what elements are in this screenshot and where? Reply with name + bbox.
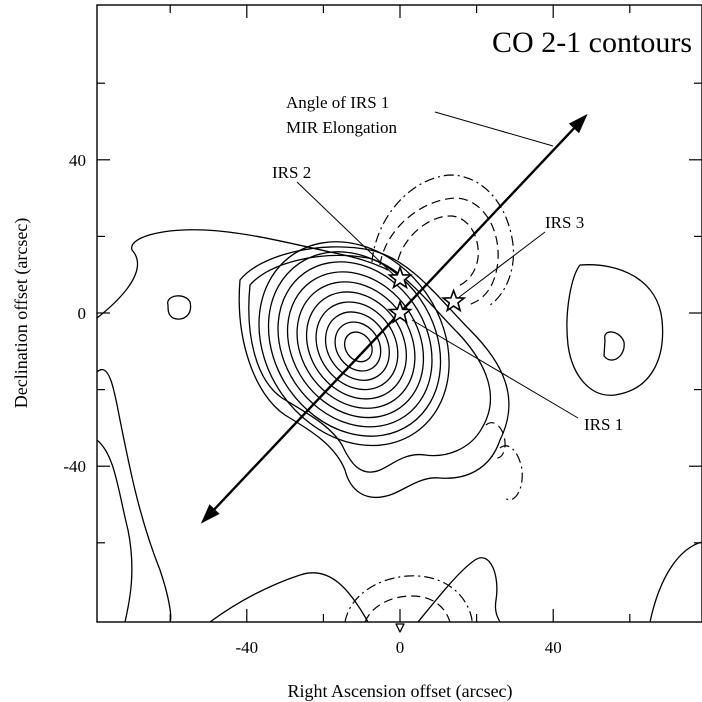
- arrow-head-ne: [568, 113, 588, 134]
- core-contour: [258, 241, 450, 447]
- contour-mid-extended: [238, 246, 510, 499]
- irs2-label: IRS 2: [272, 163, 311, 182]
- source-markers: [387, 265, 467, 324]
- contour-tiny: [395, 623, 405, 633]
- core-contour: [277, 261, 433, 428]
- core-contour: [324, 311, 390, 381]
- contour-small-west: [167, 295, 192, 320]
- x-tick-label: 40: [545, 638, 562, 657]
- core-contour: [334, 321, 382, 372]
- core-contour: [296, 281, 416, 409]
- contour-dash-north-1: [379, 197, 499, 306]
- core-contour: [267, 251, 442, 437]
- x-tick-label: 0: [396, 638, 405, 657]
- leader-irs1: [411, 319, 579, 419]
- elongation-label-line2: MIR Elongation: [286, 118, 397, 137]
- contour-mid-2: [248, 254, 491, 473]
- x-tick-labels: -40 0 40: [235, 638, 561, 657]
- contour-dash-north-2: [397, 215, 479, 287]
- x-axis-label: Right Ascension offset (arcsec): [287, 681, 512, 702]
- y-tick-label: 0: [78, 304, 87, 323]
- contour-dash-south: [364, 595, 451, 623]
- contour-outer-west: [96, 229, 389, 319]
- axis-ticks: [97, 5, 702, 622]
- contour-lines: [96, 174, 702, 633]
- leader-irs2: [296, 181, 397, 278]
- irs1-label: IRS 1: [584, 415, 623, 434]
- contour-southern: [209, 572, 369, 623]
- contour-east-inner: [603, 331, 625, 361]
- contour-east-edge: [649, 541, 702, 623]
- arrow-head-sw: [200, 504, 220, 524]
- core-contours: [258, 241, 450, 447]
- leader-irs3: [457, 231, 546, 299]
- contour-dashdot-east: [499, 445, 523, 501]
- source-star-irs3: [441, 288, 467, 313]
- core-contour: [286, 271, 425, 419]
- contour-west-lobe: [96, 369, 172, 623]
- contour-dashdot-south: [344, 575, 473, 623]
- leader-elongation: [434, 111, 554, 147]
- contour-dash-east: [485, 422, 506, 459]
- irs3-label: IRS 3: [545, 213, 584, 232]
- elongation-label-line1: Angle of IRS 1: [286, 93, 389, 112]
- y-axis-label: Declination offset (arcsec): [11, 218, 32, 409]
- x-tick-label: -40: [235, 638, 258, 657]
- contour-south-east: [417, 557, 501, 623]
- contour-west-edge: [96, 439, 133, 623]
- source-star-irs2: [387, 265, 413, 290]
- y-tick-label: -40: [63, 457, 86, 476]
- y-tick-labels: 40 0 -40: [63, 151, 86, 476]
- chart-title: CO 2-1 contours: [492, 26, 692, 59]
- y-tick-label: 40: [69, 151, 86, 170]
- core-contour: [315, 301, 399, 391]
- contour-east-ring: [566, 264, 664, 396]
- source-star-irs1: [387, 299, 413, 324]
- core-contour: [343, 331, 373, 363]
